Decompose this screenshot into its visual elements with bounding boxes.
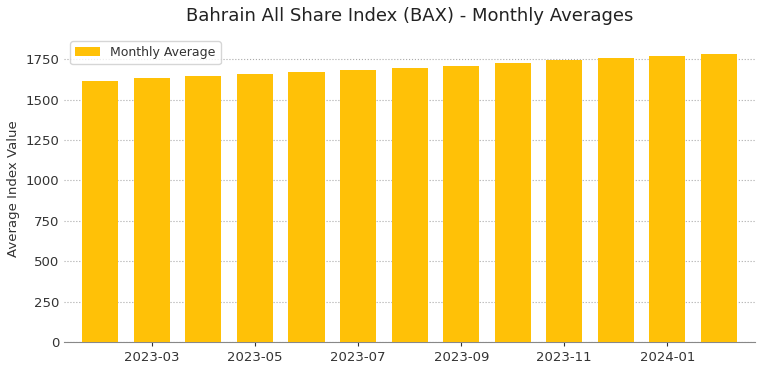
Y-axis label: Average Index Value: Average Index Value (7, 120, 20, 257)
Bar (598, 58, 634, 342)
Legend: Monthly Average: Monthly Average (71, 41, 221, 64)
Bar (185, 76, 222, 342)
Bar (443, 66, 479, 342)
Bar (82, 81, 118, 342)
Bar (289, 72, 325, 342)
Bar (237, 75, 273, 342)
Bar (649, 56, 686, 342)
Bar (701, 54, 737, 342)
Bar (340, 70, 376, 342)
Bar (546, 60, 582, 342)
Title: Bahrain All Share Index (BAX) - Monthly Averages: Bahrain All Share Index (BAX) - Monthly … (186, 7, 633, 25)
Bar (392, 68, 427, 342)
Bar (134, 78, 170, 342)
Bar (495, 63, 531, 342)
